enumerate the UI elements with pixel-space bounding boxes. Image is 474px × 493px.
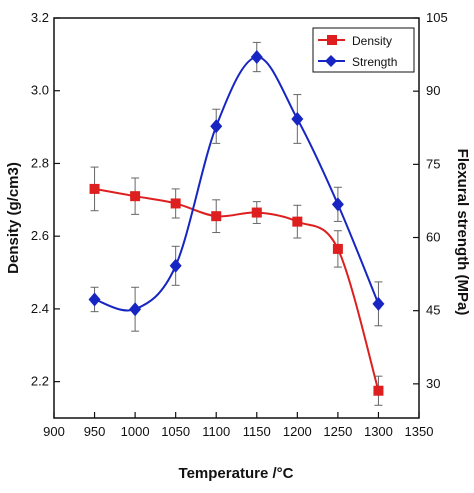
y-left-tick-label: 2.4 bbox=[31, 301, 49, 316]
density-point bbox=[292, 216, 303, 227]
y-left-tick-label: 3.0 bbox=[31, 83, 49, 98]
density-point bbox=[211, 211, 222, 222]
strength-point bbox=[372, 296, 385, 311]
x-tick-label: 900 bbox=[43, 424, 65, 439]
y-left-tick-label: 2.6 bbox=[31, 228, 49, 243]
y-right-tick-label: 105 bbox=[426, 10, 448, 25]
series-layer bbox=[88, 41, 385, 406]
density-point bbox=[130, 191, 141, 202]
plot-frame bbox=[53, 17, 420, 419]
x-tick-label: 950 bbox=[84, 424, 106, 439]
y-axis-left-label: Density (g/cm3) bbox=[5, 162, 22, 274]
y-right-tick-label: 90 bbox=[426, 83, 440, 98]
strength-point bbox=[291, 111, 304, 126]
strength-point bbox=[88, 292, 101, 307]
y-left-tick-label: 2.2 bbox=[31, 374, 49, 389]
x-tick-label: 1050 bbox=[161, 424, 190, 439]
strength-line bbox=[94, 56, 380, 312]
strength-point bbox=[169, 258, 182, 273]
strength-point bbox=[331, 197, 344, 212]
legend-strength-label: Strength bbox=[352, 55, 397, 69]
density-point bbox=[89, 183, 100, 194]
x-tick-label: 1150 bbox=[243, 424, 271, 439]
y-axis-right-label: Flexural strength (MPa) bbox=[454, 149, 471, 316]
x-tick-label: 1350 bbox=[405, 424, 434, 439]
y-right-tick-label: 75 bbox=[426, 156, 440, 171]
strength-point bbox=[250, 50, 263, 65]
density-point bbox=[373, 385, 384, 396]
y-right-tick-label: 30 bbox=[426, 376, 440, 391]
x-tick-label: 1000 bbox=[121, 424, 150, 439]
legend: Density Strength bbox=[312, 27, 415, 73]
legend-density-marker bbox=[327, 35, 337, 45]
x-axis-label: Temperature /°C bbox=[179, 465, 294, 482]
density-point bbox=[170, 198, 181, 209]
y-left-tick-label: 2.8 bbox=[31, 155, 49, 170]
y-right-tick-label: 60 bbox=[426, 230, 440, 245]
x-tick-label: 1100 bbox=[202, 424, 230, 439]
axis-ticks: 900 950 1000 1050 1100 1150 1200 1250 1300 1350 2.… bbox=[31, 10, 448, 439]
y-right-tick-label: 45 bbox=[426, 303, 440, 318]
y-left-tick-label: 3.2 bbox=[31, 10, 49, 25]
x-tick-label: 1300 bbox=[364, 424, 393, 439]
x-tick-label: 1200 bbox=[283, 424, 312, 439]
strength-point bbox=[129, 302, 142, 317]
x-tick-label: 1250 bbox=[323, 424, 352, 439]
legend-strength-marker bbox=[325, 55, 337, 67]
strength-point bbox=[210, 119, 223, 134]
density-point bbox=[332, 243, 343, 254]
legend-density-label: Density bbox=[352, 34, 392, 48]
density-point bbox=[251, 207, 262, 218]
density-line bbox=[94, 187, 380, 392]
